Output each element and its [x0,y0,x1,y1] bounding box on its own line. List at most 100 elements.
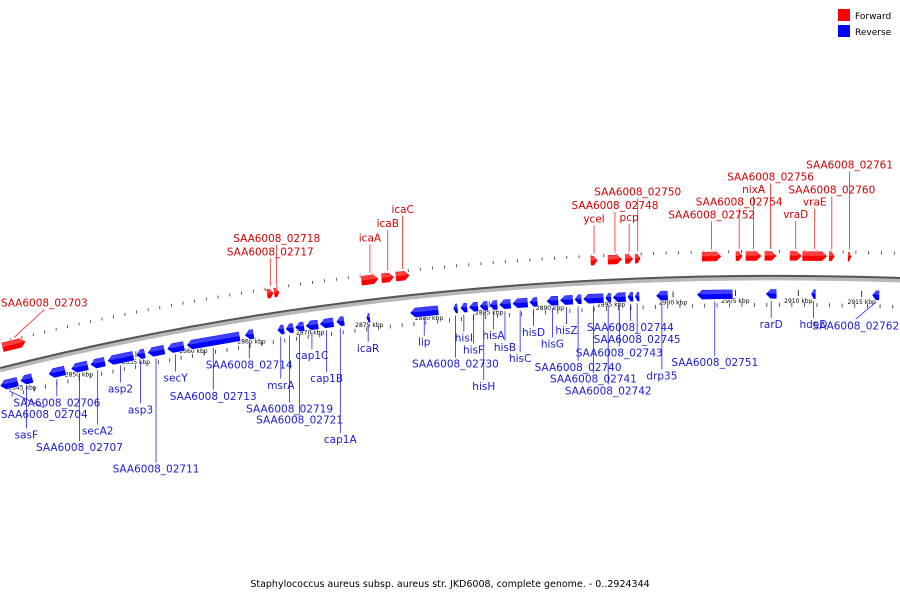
gene-saa6008-02751[interactable] [696,288,734,300]
gene-label-asp3[interactable]: asp3 [128,404,153,416]
gene-cap1c[interactable] [305,319,320,331]
gene-label-cap1a[interactable]: cap1A [324,434,358,446]
gene-saa6008-02748[interactable] [607,254,623,266]
gene-seca2[interactable] [89,356,107,370]
gene-pcp[interactable] [624,253,634,265]
gene-label-saa6008-02703[interactable]: SAA6008_02703 [1,298,88,310]
gene-rard[interactable] [765,288,778,300]
gene-icac[interactable] [394,270,411,282]
gene-label-saa6008-02707[interactable]: SAA6008_02707 [36,442,123,454]
gene-label-icac[interactable]: icaC [391,204,413,216]
gene-label-saa6008-02713[interactable]: SAA6008_02713 [170,391,257,403]
gene-saa6008-02756[interactable] [763,250,778,262]
gene-label-saa6008-02742[interactable]: SAA6008_02742 [565,385,652,397]
gene-label-hded[interactable]: hdeD [800,319,828,331]
gene-saa6008-02719[interactable] [285,322,295,334]
gene-label-vrad[interactable]: vraD [783,209,808,221]
gene-label-rard[interactable]: rarD [760,319,783,331]
gene-label-secy[interactable]: secY [164,373,189,385]
gene-saa6008-02713[interactable] [186,330,242,350]
gene-nixa[interactable] [745,250,763,262]
gene-saa6008-02750[interactable] [634,253,642,264]
gene-cap1b[interactable] [319,316,335,329]
gene-label-hisz[interactable]: hisZ [555,325,577,337]
gene-label-vrae[interactable]: vraE [803,197,827,209]
gene-label-saa6008-02760[interactable]: SAA6008_02760 [788,184,875,196]
gene-label-saa6008-02744[interactable]: SAA6008_02744 [587,322,674,334]
gene-vrad[interactable] [789,250,803,262]
gene-saa6008-02704[interactable] [0,376,20,391]
gene-label-hisi[interactable]: hisI [455,333,473,345]
gene-saa6008-02703[interactable] [0,337,27,353]
gene-saa6008-02706[interactable] [47,365,67,379]
gene-label-hisa[interactable]: hisA [482,330,505,342]
gene-label-nixa[interactable]: nixA [742,184,766,196]
gene-label-hisd[interactable]: hisD [522,327,545,339]
gene-saa6008-02740[interactable] [574,293,583,305]
gene-saa6008-02714[interactable] [244,328,256,340]
gene-hisi[interactable] [459,302,469,314]
gene-label-sasf[interactable]: sasF [15,429,38,441]
gene-saa6008-02762[interactable] [871,289,880,301]
gene-hisg[interactable] [545,295,560,307]
gene-label-saa6008-02718[interactable]: SAA6008_02718 [233,233,320,245]
gene-label-saa6008-02717[interactable]: SAA6008_02717 [227,246,314,258]
gene-saa6008-02744[interactable] [626,291,634,303]
gene-secy[interactable] [166,340,186,354]
gene-hisz[interactable] [559,294,574,306]
gene-msra[interactable] [276,323,286,336]
gene-lip[interactable] [409,304,440,318]
gene-label-hisf[interactable]: hisF [463,344,484,356]
gene-label-hisg[interactable]: hisG [541,338,564,350]
gene-label-saa6008-02756[interactable]: SAA6008_02756 [727,171,814,183]
gene-label-lip[interactable]: lip [418,337,431,349]
gene-label-icaa[interactable]: icaA [359,233,382,245]
gene-sasf[interactable] [19,372,35,386]
gene-saa6008-02752[interactable] [701,251,723,262]
gene-label-saa6008-02740[interactable]: SAA6008_02740 [535,362,622,374]
gene-saa6008-02711[interactable] [146,344,166,358]
gene-label-ycel[interactable]: ycel [583,214,604,226]
gene-saa6008-02745[interactable] [634,291,641,302]
gene-asp3[interactable] [135,348,147,360]
gene-vrae[interactable] [801,250,828,262]
gene-saa6008-02754[interactable] [735,250,744,262]
gene-label-saa6008-02745[interactable]: SAA6008_02745 [594,334,681,346]
gene-hisf[interactable] [468,301,480,313]
gene-saa6008-02718[interactable] [272,287,280,299]
gene-icab[interactable] [380,272,395,284]
gene-drp35[interactable] [655,290,669,302]
gene-label-hish[interactable]: hisH [472,381,495,393]
gene-label-saa6008-02750[interactable]: SAA6008_02750 [594,187,681,199]
gene-hisd[interactable] [528,296,539,308]
gene-label-saa6008-02719[interactable]: SAA6008_02719 [246,403,333,415]
gene-label-saa6008-02752[interactable]: SAA6008_02752 [668,209,755,221]
gene-label-hisb[interactable]: hisB [494,342,516,354]
gene-saa6008-02721[interactable] [294,321,306,333]
gene-label-icab[interactable]: icaB [377,218,399,230]
gene-label-hisc[interactable]: hisC [509,353,531,365]
gene-icar[interactable] [365,312,372,324]
gene-label-cap1c[interactable]: cap1C [296,350,329,362]
gene-label-msra[interactable]: msrA [267,380,295,392]
gene-saa6008-02743[interactable] [612,291,627,303]
gene-saa6008-02760[interactable] [828,250,836,262]
gene-saa6008-02717[interactable] [265,288,275,300]
gene-hisc[interactable] [511,297,529,309]
gene-saa6008-02742[interactable] [604,292,612,304]
gene-label-saa6008-02721[interactable]: SAA6008_02721 [256,415,343,427]
gene-saa6008-02761[interactable] [847,251,852,262]
gene-label-saa6008-02706[interactable]: SAA6008_02706 [13,397,100,409]
gene-hisb[interactable] [498,298,512,310]
gene-label-seca2[interactable]: secA2 [82,426,114,438]
gene-label-saa6008-02711[interactable]: SAA6008_02711 [113,464,200,476]
gene-label-saa6008-02761[interactable]: SAA6008_02761 [806,160,893,172]
gene-label-asp2[interactable]: asp2 [108,383,133,395]
gene-label-saa6008-02762[interactable]: SAA6008_02762 [812,320,899,332]
gene-asp2[interactable] [106,350,136,366]
gene-label-pcp[interactable]: pcp [620,212,639,224]
gene-saa6008-02707[interactable] [70,360,90,374]
gene-label-saa6008-02704[interactable]: SAA6008_02704 [1,409,88,421]
gene-icaa[interactable] [360,273,380,287]
gene-hish[interactable] [479,300,489,312]
